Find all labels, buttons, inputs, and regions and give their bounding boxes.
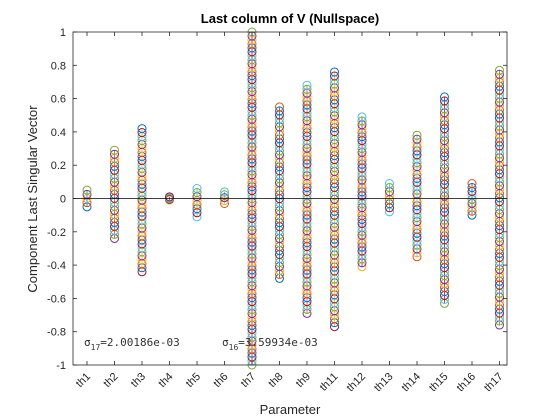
data-point [467, 182, 477, 192]
data-point [495, 65, 504, 75]
x-tick-label: th12 [344, 371, 368, 395]
data-point [220, 193, 229, 203]
data-point [192, 188, 202, 198]
data-point [302, 84, 312, 94]
x-tick-label: th2 [101, 371, 120, 390]
y-tick-label: 0.2 [51, 160, 66, 172]
y-ticks: -1 -0.8 -0.6 -0.4 -0.2 0 0.2 0.4 0.6 0.8 1 [47, 27, 507, 372]
data-point [137, 128, 147, 138]
y-axis-title: Component Last Singular Vector [25, 105, 40, 293]
data-point [220, 187, 229, 197]
data-point [302, 80, 312, 90]
x-tick-label: th7 [239, 371, 258, 390]
y-tick-label: 0.8 [51, 60, 66, 72]
sigma-16-annotation: σ16=3.59934e-03 [222, 336, 318, 352]
y-tick-label: 0.6 [51, 94, 66, 106]
data-point [385, 179, 394, 189]
x-tick-label: th16 [454, 371, 478, 395]
sigma-17-annotation: σ17=2.00186e-03 [84, 336, 180, 352]
data-point [82, 185, 92, 195]
x-tick-label: th1 [74, 371, 93, 390]
data-point [137, 124, 147, 134]
data-point [110, 149, 119, 159]
data-marks [82, 27, 504, 370]
data-point [330, 71, 339, 81]
data-point [220, 198, 229, 208]
x-tick-label: th4 [156, 371, 175, 390]
x-tick-label: th8 [266, 371, 285, 390]
x-tick-label: th13 [372, 371, 396, 395]
x-tick-label: th5 [184, 371, 203, 390]
y-tick-label: -1 [56, 360, 66, 372]
data-point [357, 116, 367, 126]
y-tick-label: -0.2 [47, 227, 66, 239]
data-point [275, 106, 284, 116]
y-tick-label: 0.4 [51, 127, 66, 139]
y-tick-label: 1 [60, 27, 66, 39]
data-point [385, 183, 394, 193]
x-tick-label: th11 [318, 371, 341, 394]
x-tick-label: th3 [129, 371, 148, 390]
x-tick-label: th15 [427, 371, 451, 395]
chart-title: Last column of V (Nullspace) [201, 11, 379, 26]
data-point [412, 134, 422, 144]
data-point [165, 192, 174, 202]
data-point [495, 69, 504, 79]
x-axis-title: Parameter [260, 402, 321, 417]
data-point [330, 67, 339, 77]
data-point [110, 145, 119, 155]
y-tick-label: -0.6 [47, 293, 66, 305]
x-tick-label: th6 [211, 371, 230, 390]
data-point [440, 96, 449, 106]
y-tick-label: -0.4 [47, 260, 66, 272]
y-tick-label: -0.8 [47, 327, 66, 339]
data-point [412, 130, 422, 140]
x-tick-label: th17 [482, 371, 506, 395]
y-tick-label: 0 [60, 194, 66, 206]
data-point [357, 112, 367, 122]
data-point [440, 92, 449, 102]
data-point [220, 196, 229, 206]
data-point [275, 102, 284, 112]
data-point [192, 184, 202, 194]
data-point [467, 179, 477, 189]
x-tick-label: th14 [399, 371, 423, 395]
x-tick-label: th9 [294, 371, 313, 390]
